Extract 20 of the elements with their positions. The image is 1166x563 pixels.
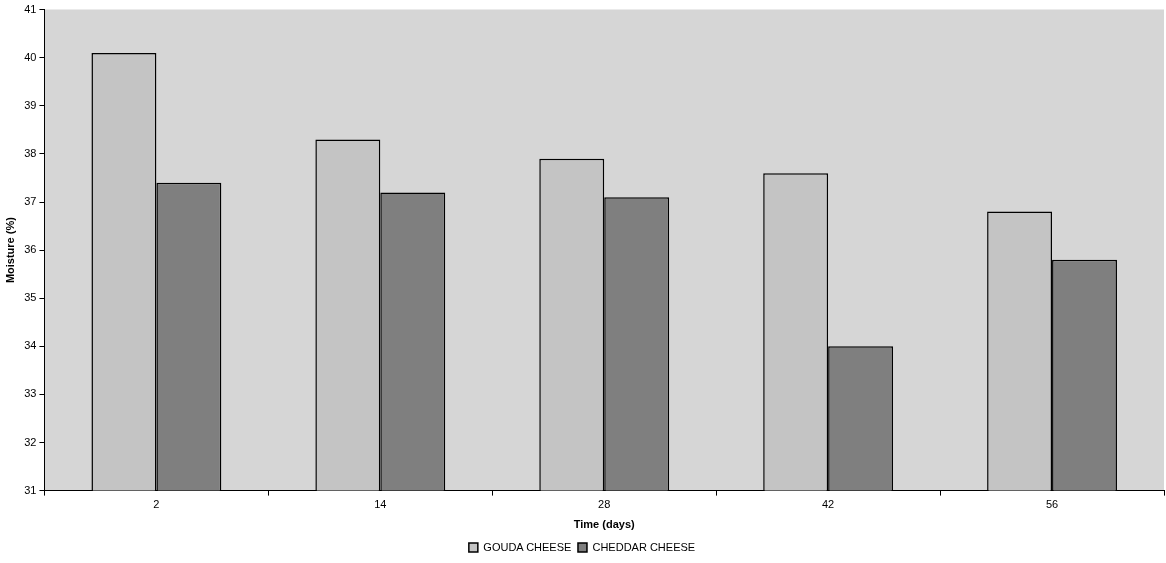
x-tick-label: 56 [1045,498,1059,511]
legend-label: GOUDA CHEESE [483,540,572,553]
legend-label: CHEDDAR CHEESE [592,540,696,553]
y-tick-label: 36 [24,243,37,256]
y-tick-label: 40 [24,50,37,63]
y-tick-label: 41 [24,2,37,15]
x-tick-label: 28 [598,498,611,511]
y-tick-label: 32 [24,435,37,448]
x-axis-title: Time (days) [573,518,636,531]
x-tick-label: 42 [822,498,835,511]
y-tick-label: 37 [24,195,37,208]
y-tick-label: 34 [24,339,37,352]
x-tick-label: 2 [153,498,160,511]
y-tick-label: 38 [24,146,37,159]
y-axis-title: Moisture (%) [3,216,16,284]
y-tick-label: 31 [24,483,37,496]
x-tick-label: 14 [374,498,387,511]
y-tick-label: 33 [24,387,37,400]
y-tick-label: 35 [24,291,37,304]
y-tick-label: 39 [24,98,37,111]
